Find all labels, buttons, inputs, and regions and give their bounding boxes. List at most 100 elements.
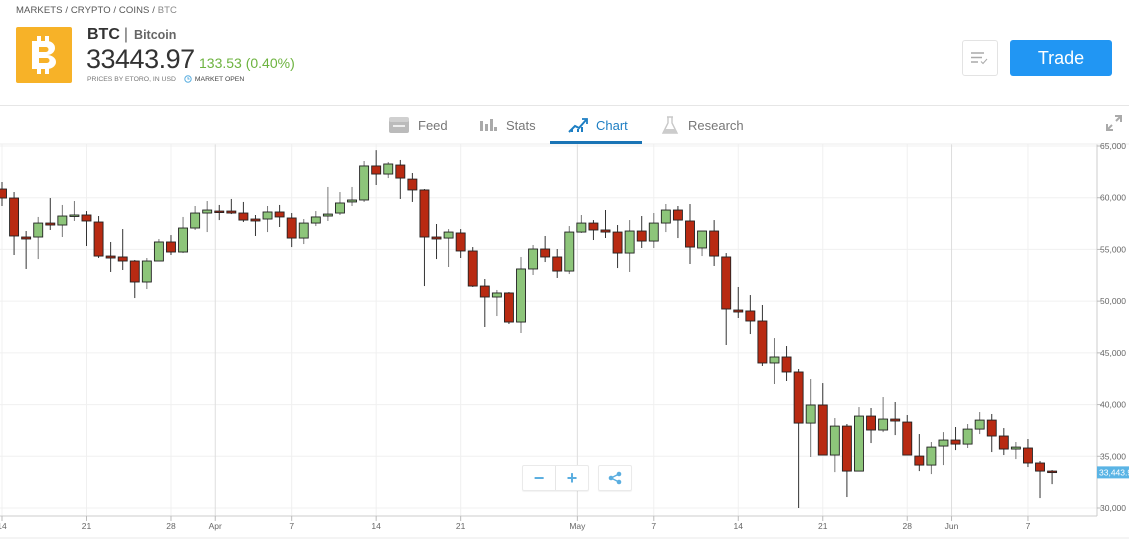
tab-label: Stats	[506, 117, 536, 133]
zoom-out-button[interactable]: −	[533, 467, 545, 488]
candle	[636, 216, 647, 248]
candle	[105, 241, 116, 272]
candle	[81, 211, 92, 247]
candle	[383, 162, 394, 179]
candle	[226, 198, 237, 215]
share-button[interactable]	[598, 465, 632, 491]
current-price: 33443.97	[86, 44, 195, 74]
candle	[153, 238, 164, 262]
candle	[322, 186, 333, 221]
watchlist-button[interactable]	[962, 40, 998, 76]
tab-feed[interactable]: Feed	[388, 108, 448, 142]
market-status: MARKET OPEN	[184, 75, 244, 83]
candle-body	[890, 418, 901, 422]
candle-body	[660, 209, 671, 224]
trade-button[interactable]: Trade	[1010, 40, 1112, 76]
x-tick-label: 21	[456, 521, 466, 531]
expand-icon[interactable]	[1105, 114, 1123, 132]
candle	[624, 220, 635, 272]
candle	[733, 286, 744, 319]
candle-body	[407, 178, 418, 191]
candle-body	[178, 227, 189, 253]
candle	[274, 204, 285, 227]
candle-body	[479, 285, 490, 298]
candle	[491, 289, 502, 317]
candle	[371, 150, 382, 185]
candle	[298, 219, 309, 245]
candle-body	[540, 248, 551, 258]
prices-source: PRICES BY ETORO, IN USD	[87, 75, 176, 83]
candle	[817, 383, 828, 456]
y-axis: 65,000 60,000 55,000 50,000 45,000 40,000 35,0…	[1097, 141, 1129, 513]
candle-body	[105, 255, 116, 259]
candle-body	[962, 428, 973, 445]
candle-body	[950, 439, 961, 445]
candle-body	[238, 212, 249, 221]
x-tick-label: 21	[818, 521, 828, 531]
candle-body	[998, 435, 1009, 450]
candle	[974, 412, 985, 435]
candle-body	[516, 268, 526, 323]
candle	[902, 415, 913, 456]
candle-body	[33, 222, 44, 238]
candle-body	[733, 309, 744, 313]
candle-body	[697, 230, 708, 249]
candle-body	[69, 214, 80, 217]
x-axis: 14 21 28 Apr 7 14 21 May 7 14 21 28 Jun 7	[0, 516, 1031, 531]
candle	[672, 205, 683, 239]
candle	[660, 204, 671, 233]
zoom-in-button[interactable]: +	[555, 466, 588, 490]
candle-body	[0, 188, 7, 199]
tab-stats[interactable]: Stats	[478, 108, 536, 142]
candle	[890, 401, 901, 436]
candle-body	[117, 256, 128, 262]
candle-body	[938, 439, 949, 447]
candle	[793, 368, 804, 508]
clock-icon	[184, 75, 192, 83]
tab-research[interactable]: Research	[660, 108, 744, 142]
candle-body	[9, 197, 20, 237]
candle-body	[443, 231, 454, 239]
candle	[33, 216, 44, 260]
price-meta: PRICES BY ETORO, IN USD MARKET OPEN	[87, 75, 244, 83]
candle	[45, 198, 56, 230]
candle-body	[672, 209, 683, 221]
x-tick-label: 21	[82, 521, 92, 531]
candle	[576, 214, 587, 233]
candle-body	[721, 256, 732, 310]
breadcrumb-markets[interactable]: MARKETS	[16, 5, 63, 16]
candle	[745, 295, 756, 335]
candles	[0, 150, 1058, 508]
candle-body	[347, 199, 357, 203]
candle	[407, 172, 418, 202]
candle	[866, 407, 876, 444]
divider	[0, 105, 1129, 106]
candle-body	[793, 371, 804, 424]
instrument-name: Bitcoin	[134, 28, 177, 42]
candle-body	[1023, 447, 1033, 464]
candle	[479, 279, 490, 327]
x-tick-label: 28	[903, 521, 913, 531]
x-tick-label: 28	[166, 521, 176, 531]
y-tick-label: 40,000	[1100, 400, 1126, 410]
candle	[516, 256, 526, 333]
candle	[286, 213, 297, 248]
candle-body	[974, 419, 985, 430]
candle-body	[226, 210, 237, 214]
y-tick-label: 30,000	[1100, 503, 1126, 513]
breadcrumb-crypto[interactable]: CRYPTO	[70, 5, 111, 16]
candle-body	[21, 236, 32, 240]
candle-body	[588, 222, 599, 231]
bitcoin-logo	[16, 27, 72, 83]
candle-body	[624, 230, 635, 254]
candle-body	[528, 248, 539, 270]
active-tab-indicator	[550, 141, 642, 144]
candle-body	[685, 220, 695, 248]
candle	[781, 346, 792, 381]
candle-body	[805, 404, 816, 424]
breadcrumb-coins[interactable]: COINS	[118, 5, 150, 16]
tab-chart[interactable]: Chart	[568, 108, 628, 142]
candle	[914, 434, 925, 472]
candle	[455, 229, 466, 259]
